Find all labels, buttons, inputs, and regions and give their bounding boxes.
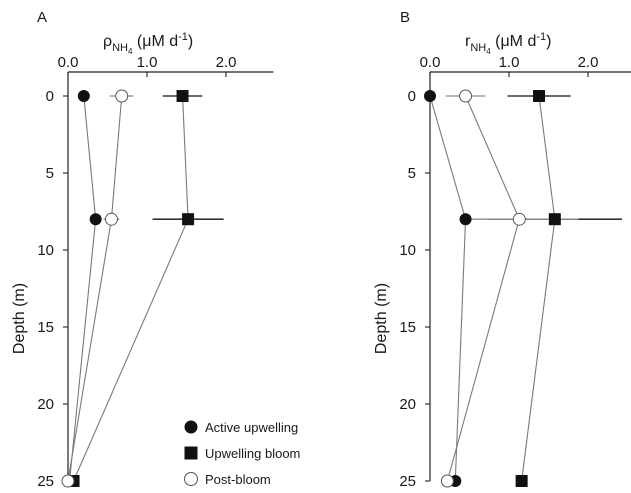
point-post-bloom bbox=[440, 474, 454, 488]
y-tick-label: 5 bbox=[408, 165, 416, 182]
x-tick-label: 2.0 bbox=[216, 54, 237, 71]
point-post-bloom bbox=[61, 474, 75, 488]
point-upwelling-bloom bbox=[182, 213, 195, 226]
legend-label: Upwelling bloom bbox=[205, 446, 300, 461]
x-tick-label: 2.0 bbox=[578, 54, 599, 71]
x-axis-title-part: NH bbox=[470, 42, 486, 54]
x-axis-title-part: -1 bbox=[178, 31, 188, 43]
x-tick-label: 1.0 bbox=[499, 54, 520, 71]
y-tick-label: 10 bbox=[37, 242, 54, 259]
x-tick-label: 0.0 bbox=[58, 54, 79, 71]
point-upwelling-bloom bbox=[533, 90, 546, 102]
y-tick-label: 15 bbox=[399, 319, 416, 336]
legend-marker-upwelling-bloom bbox=[184, 446, 198, 460]
y-tick-label: 15 bbox=[37, 319, 54, 336]
x-axis-title: rNH4 (μM d-1) bbox=[465, 31, 551, 56]
y-tick-label: 10 bbox=[399, 242, 416, 259]
x-axis-title-part: (μM d bbox=[491, 33, 537, 50]
legend-marker-post-bloom bbox=[184, 472, 198, 486]
series-line-2 bbox=[67, 95, 123, 482]
y-axis-title: Depth (m) bbox=[11, 283, 28, 354]
point-upwelling-bloom bbox=[515, 475, 528, 487]
x-axis-title: ρNH4 (μM d-1) bbox=[103, 31, 193, 56]
legend-label: Active upwelling bbox=[205, 420, 298, 435]
x-axis-title-part: 4 bbox=[486, 47, 491, 56]
series-line-0 bbox=[69, 95, 97, 482]
x-tick-label: 1.0 bbox=[137, 54, 158, 71]
x-axis-title-part: NH bbox=[112, 42, 128, 54]
series-line-1 bbox=[521, 95, 556, 482]
y-tick-label: 0 bbox=[408, 88, 416, 105]
x-tick-label: 0.0 bbox=[420, 54, 441, 71]
series-line-1 bbox=[73, 95, 189, 482]
point-post-bloom bbox=[104, 212, 118, 226]
x-axis-title-part: ρ bbox=[103, 33, 112, 50]
point-active-upwelling bbox=[89, 213, 102, 226]
y-tick-label: 25 bbox=[37, 473, 54, 490]
y-tick-label: 20 bbox=[399, 396, 416, 413]
y-axis-title: Depth (m) bbox=[373, 283, 390, 354]
y-tick-label: 0 bbox=[46, 88, 54, 105]
y-tick-label: 25 bbox=[399, 473, 416, 490]
point-post-bloom bbox=[459, 89, 473, 103]
point-active-upwelling bbox=[459, 213, 472, 226]
x-axis-title-part: -1 bbox=[536, 31, 546, 43]
point-post-bloom bbox=[115, 89, 129, 103]
x-axis-title-part: ) bbox=[546, 33, 551, 50]
legend-label: Post-bloom bbox=[205, 472, 271, 487]
point-active-upwelling bbox=[424, 90, 436, 102]
legend: Active upwelling Upwelling bloom Post-bloo… bbox=[184, 420, 300, 487]
x-axis-title-part: (μM d bbox=[132, 33, 178, 50]
series-line-0 bbox=[429, 95, 467, 482]
x-axis-title-part: r bbox=[465, 33, 471, 50]
x-axis-title-part: ) bbox=[188, 33, 193, 50]
panel-label: A bbox=[37, 9, 47, 26]
series-line-2 bbox=[446, 95, 520, 482]
point-upwelling-bloom bbox=[548, 213, 561, 226]
point-post-bloom bbox=[512, 212, 526, 226]
y-tick-label: 5 bbox=[46, 165, 54, 182]
point-upwelling-bloom bbox=[176, 90, 189, 102]
y-tick-label: 20 bbox=[37, 396, 54, 413]
x-axis-title-part: 4 bbox=[128, 47, 133, 56]
panel-label: B bbox=[400, 9, 410, 26]
legend-marker-active-upwelling bbox=[184, 420, 198, 434]
point-active-upwelling bbox=[77, 90, 90, 102]
